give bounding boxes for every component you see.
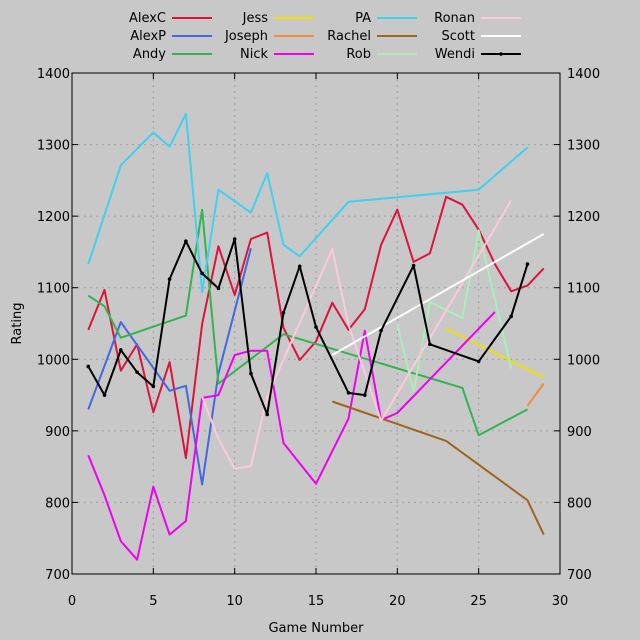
y-tick-label-left: 1200 xyxy=(37,210,70,225)
series-line-ronan xyxy=(201,199,513,470)
series-line-jess xyxy=(445,327,545,379)
data-point-wendi xyxy=(151,384,156,389)
data-point-wendi xyxy=(428,342,432,347)
data-point-wendi xyxy=(119,348,123,352)
x-axis-label: Game Number xyxy=(268,621,364,636)
series-line-andy xyxy=(87,208,528,437)
legend-label-wendi: Wendi xyxy=(435,47,475,62)
x-tick-label: 20 xyxy=(389,594,406,609)
data-point-wendi xyxy=(379,328,383,333)
data-point-wendi xyxy=(232,237,237,241)
data-point-wendi xyxy=(297,264,302,269)
legend-label-jess: Jess xyxy=(242,11,269,26)
data-point-wendi xyxy=(102,393,107,397)
series-line-scott xyxy=(331,233,545,356)
x-tick-label: 15 xyxy=(308,594,325,609)
y-tick-label-right: 1400 xyxy=(567,67,600,82)
y-tick-label-left: 1000 xyxy=(37,353,70,368)
data-point-wendi xyxy=(476,359,481,364)
y-tick-label-left: 1100 xyxy=(37,282,70,297)
legend-label-scott: Scott xyxy=(441,29,475,44)
y-tick-label-left: 1300 xyxy=(37,139,70,154)
legend-label-pa: PA xyxy=(355,11,371,26)
series-line-rachel xyxy=(331,400,545,536)
series-line-joseph xyxy=(526,383,545,407)
data-point-wendi xyxy=(363,393,367,397)
y-tick-label-left: 900 xyxy=(45,425,70,440)
y-tick-label-right: 1000 xyxy=(567,353,600,368)
data-point-wendi xyxy=(411,263,416,268)
y-tick-label-right: 700 xyxy=(567,568,592,583)
y-tick-label-left: 800 xyxy=(45,496,70,511)
data-point-wendi xyxy=(135,370,139,374)
x-tick-label: 30 xyxy=(552,594,569,609)
data-point-wendi xyxy=(281,310,286,315)
data-point-wendi xyxy=(265,412,270,417)
x-tick-label: 25 xyxy=(470,594,487,609)
data-point-wendi xyxy=(525,262,530,266)
y-tick-label-left: 700 xyxy=(45,568,70,583)
y-tick-label-right: 1200 xyxy=(567,210,600,225)
y-tick-label-left: 1400 xyxy=(37,67,70,82)
data-point-wendi xyxy=(184,239,188,243)
series-line-nick xyxy=(87,311,496,561)
legend-label-andy: Andy xyxy=(133,47,166,62)
legend-label-nick: Nick xyxy=(240,47,268,62)
data-point-wendi xyxy=(167,277,172,281)
data-point-wendi xyxy=(314,325,318,329)
legend-label-alexp: AlexP xyxy=(130,29,166,44)
legend-label-ronan: Ronan xyxy=(434,11,475,26)
legend-label-joseph: Joseph xyxy=(224,29,268,44)
y-tick-label-right: 800 xyxy=(567,496,592,511)
x-tick-label: 10 xyxy=(226,594,243,609)
y-tick-label-right: 900 xyxy=(567,425,592,440)
y-tick-label-right: 1300 xyxy=(567,139,600,154)
legend-label-rachel: Rachel xyxy=(327,29,371,44)
series-line-alexc xyxy=(87,195,545,460)
legend-label-rob: Rob xyxy=(346,47,371,62)
data-point-wendi xyxy=(216,286,221,291)
y-axis-label: Rating xyxy=(10,303,25,345)
data-point-wendi xyxy=(200,271,204,276)
y-tick-label-right: 1100 xyxy=(567,282,600,297)
data-point-wendi xyxy=(509,314,513,319)
data-point-wendi xyxy=(86,364,91,369)
x-tick-label: 5 xyxy=(149,594,157,609)
data-point-wendi xyxy=(249,371,253,376)
data-point-wendi xyxy=(346,391,351,395)
legend-marker-wendi xyxy=(499,52,503,56)
x-tick-label: 0 xyxy=(68,594,76,609)
legend-label-alexc: AlexC xyxy=(129,11,166,26)
series-line-pa xyxy=(87,112,529,293)
